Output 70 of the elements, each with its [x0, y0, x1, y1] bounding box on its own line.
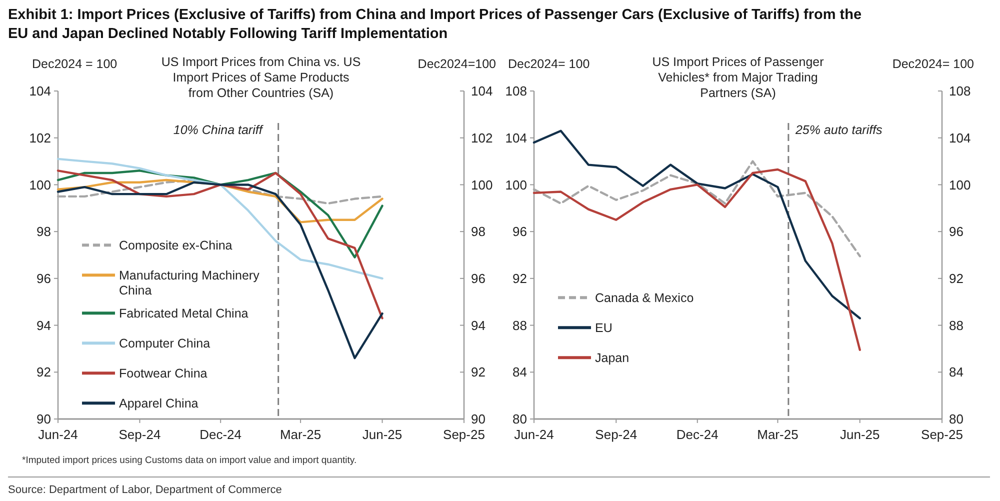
y-axis-title: Dec2024= 100 [508, 57, 590, 71]
y-tick-label: 88 [512, 318, 527, 333]
y2-tick-label: 92 [949, 270, 964, 286]
y2-tick-label: 96 [949, 224, 964, 240]
line-series [532, 168, 861, 351]
x-tick-label: Sep-25 [443, 427, 485, 442]
y2-tick-label: 104 [471, 84, 493, 99]
ref-line-label: 25% auto tariffs [794, 123, 882, 137]
chart-title: Exhibit 1: Import Prices (Exclusive of Tariffs) from China and Import Prices of Passenger Cars (Exclusive of Tariffs) from the EU and Japan Declined Notably Following Tariff Implementation [8, 7, 862, 42]
x-tick-label: Jun-25 [840, 427, 880, 442]
chart-subtitle: US Import Prices from China vs. US Import Prices of Same Products from Other Countries (SA) [161, 55, 361, 100]
legend-label: Canada & Mexico [595, 291, 694, 306]
x-tick-label: Sep-24 [118, 427, 161, 442]
text: *Imputed import prices using Customs data on import value and import quantity. [22, 455, 357, 466]
y2-tick-label: 108 [949, 84, 971, 99]
x-tick-label: Mar-25 [757, 427, 798, 442]
y-tick-label: 100 [29, 177, 51, 192]
y2-tick-label: 102 [471, 130, 493, 146]
x-tick-label: Jun-25 [362, 427, 402, 442]
y-tick-label: 84 [512, 364, 527, 380]
y2-tick-label: 92 [471, 364, 486, 380]
y2-tick-label: 88 [949, 318, 964, 333]
line-series [56, 170, 384, 258]
x-tick-label: Mar-25 [280, 427, 322, 442]
y-tick-label: 102 [29, 130, 51, 146]
x-tick-label: Jun-24 [514, 427, 554, 442]
legend-label: Fabricated Metal China [119, 306, 248, 321]
x-tick-label: Sep-25 [921, 427, 963, 442]
legend-label: Apparel China [119, 396, 198, 411]
y-tick-label: 96 [512, 224, 527, 240]
y-tick-label: 100 [505, 177, 527, 192]
y2-tick-label: 80 [949, 412, 964, 427]
y2-tick-label: 94 [471, 318, 486, 333]
x-tick-label: Jun-24 [38, 427, 78, 442]
y2-tick-label: 100 [471, 177, 493, 192]
y-tick-label: 96 [36, 270, 51, 286]
legend-label: EU [595, 321, 612, 336]
y2-tick-label: 100 [949, 177, 971, 192]
line-series [56, 181, 384, 360]
y-tick-label: 104 [505, 130, 527, 146]
ref-line-label: 10% China tariff [173, 123, 264, 137]
y2-tick-label: 104 [949, 130, 971, 146]
y2-axis-title: Dec2024=100 [418, 57, 496, 71]
line-series [532, 160, 861, 258]
legend-label: Composite ex-China [119, 238, 232, 253]
chart-subtitle: US Import Prices of Passenger Vehicles* from Major Trading Partners (SA) [652, 55, 824, 100]
y-tick-label: 108 [505, 84, 527, 99]
y2-tick-label: 84 [949, 364, 964, 380]
y-tick-label: 94 [36, 318, 51, 333]
x-tick-label: Dec-24 [200, 427, 242, 442]
x-tick-label: Dec-24 [676, 427, 718, 442]
y-tick-label: 80 [512, 412, 527, 427]
line-series [56, 170, 384, 320]
y-tick-label: 92 [36, 364, 51, 380]
y2-tick-label: 90 [471, 412, 486, 427]
legend-label: Manufacturing Machinery China [119, 268, 260, 298]
y-tick-label: 90 [36, 412, 51, 427]
legend-label: Footwear China [119, 366, 208, 381]
line-series [56, 178, 384, 224]
y-tick-label: 92 [512, 270, 527, 286]
y-tick-label: 104 [29, 84, 51, 99]
legend-label: Computer China [119, 336, 210, 351]
y2-axis-title: Dec2024= 100 [892, 57, 974, 71]
legend-label: Japan [595, 351, 630, 366]
source-note: Source: Department of Labor, Department of Commerce [8, 484, 282, 496]
y-tick-label: 98 [36, 224, 51, 240]
x-tick-label: Sep-24 [595, 427, 638, 442]
y2-tick-label: 98 [471, 224, 486, 240]
y2-tick-label: 96 [471, 270, 486, 286]
y-axis-title: Dec2024 = 100 [32, 57, 118, 71]
